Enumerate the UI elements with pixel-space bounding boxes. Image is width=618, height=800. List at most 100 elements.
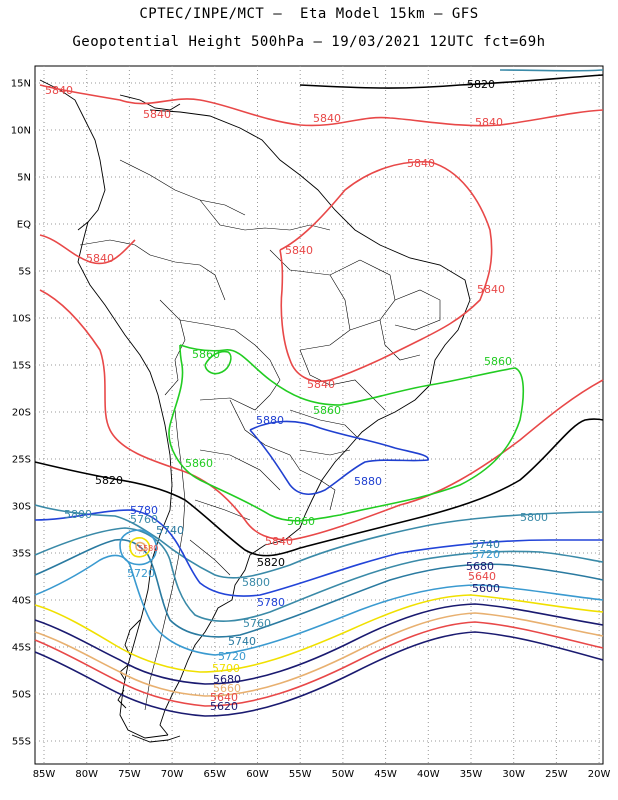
- label-5760-a: 5760: [130, 513, 158, 526]
- label-5840-e: 5840: [407, 157, 435, 170]
- label-5780-b: 5780: [257, 596, 285, 609]
- contour-5880: [249, 420, 429, 495]
- label-5800-b: 5800: [520, 511, 548, 524]
- longitude-axis: 85W 80W 75W 70W 65W 60W 55W 50W 45W 40W 35W 30W 25W 2…: [33, 769, 611, 780]
- label-5860-e: 5860: [287, 515, 315, 528]
- lat-tick-label: 15N: [11, 79, 31, 90]
- contour-5620: [34, 631, 604, 717]
- label-5840-i: 5840: [307, 378, 335, 391]
- label-5840-f: 5840: [285, 244, 313, 257]
- lat-tick-label: 40S: [12, 596, 31, 607]
- label-5720-a: 5720: [127, 567, 155, 580]
- contour-5680: [34, 603, 604, 685]
- lon-tick-label: 75W: [118, 769, 141, 780]
- label-5880-a: 5880: [256, 414, 284, 427]
- lat-tick-label: 45S: [12, 643, 31, 654]
- low-center-5700: [129, 537, 151, 558]
- latitude-axis: 15N 10N 5N EQ 5S 10S 15S 20S 25S 30S 35S 40S 45S 50S 5…: [11, 79, 31, 748]
- border-uruguay-brazil: [299, 469, 336, 511]
- border-ecuador-peru: [79, 239, 151, 256]
- central-america-coast-north: [119, 94, 181, 111]
- map-title-line-2: Geopotential Height 500hPa – 19/03/2021 …: [72, 34, 546, 50]
- label-5740-b: 5740: [472, 538, 500, 551]
- lat-tick-label: 20S: [12, 408, 31, 419]
- label-5680-b: 5680: [213, 673, 241, 686]
- lon-tick-label: 25W: [545, 769, 568, 780]
- lon-tick-label: 40W: [417, 769, 440, 780]
- border-paraguay-argentina: [229, 399, 301, 471]
- label-5680-a: 5680: [466, 560, 494, 573]
- label-5780-a: 5780: [130, 504, 158, 517]
- map-title-line-1: CPTEC/INPE/MCT – Eta Model 15km – GFS: [139, 6, 479, 22]
- border-chile-argentina: [144, 409, 186, 711]
- label-5580-a: 5580: [138, 544, 158, 553]
- lat-tick-label: 25S: [12, 455, 31, 466]
- label-5860-d: 5860: [185, 457, 213, 470]
- border-bolivia-paraguay: [199, 394, 271, 411]
- label-5860-c: 5860: [313, 404, 341, 417]
- caribbean-north-coast: [149, 109, 471, 736]
- contour-5840-inner: [39, 160, 493, 382]
- label-5800-a: 5800: [64, 508, 92, 521]
- label-5820-c: 5820: [257, 556, 285, 569]
- border-colombia-peru-brazil: [149, 254, 226, 301]
- lat-tick-label: 5S: [18, 267, 31, 278]
- brazil-states-3: [289, 409, 361, 456]
- label-5640-a: 5640: [468, 570, 496, 583]
- contour-labels: 5840 5840 5840 5840 5820 5840 5840 5840 …: [45, 78, 548, 713]
- lat-tick-label: 55S: [12, 737, 31, 748]
- border-bolivia-brazil: [179, 319, 281, 396]
- pacific-coast: [77, 221, 173, 739]
- contour-5820-north: [299, 74, 604, 89]
- contour-5760: [34, 527, 604, 622]
- label-5840-h: 5840: [477, 283, 505, 296]
- label-5840-a: 5840: [45, 84, 73, 97]
- lon-tick-label: 80W: [75, 769, 98, 780]
- label-5760-b: 5760: [243, 617, 271, 630]
- label-5720-c: 5720: [218, 650, 246, 663]
- label-5820-a: 5820: [467, 78, 495, 91]
- contour-5700-yellow: [34, 594, 604, 673]
- lon-tick-label: 50W: [332, 769, 355, 780]
- lat-tick-label: 50S: [12, 690, 31, 701]
- contour-5860-small: [204, 350, 232, 375]
- contour-lines: [34, 69, 604, 717]
- contour-5720: [34, 554, 604, 656]
- border-venezuela-brazil: [199, 199, 331, 231]
- contour-5640: [34, 621, 604, 707]
- contour-5820-south: [34, 418, 604, 557]
- label-5640-b: 5640: [210, 691, 238, 704]
- lat-tick-label: 30S: [12, 502, 31, 513]
- label-5620-a: 5620: [210, 700, 238, 713]
- contour-5800: [34, 504, 604, 579]
- label-5660-a: 5660: [213, 682, 241, 695]
- border-colombia-venezuela: [119, 159, 246, 216]
- lon-tick-label: 45W: [374, 769, 397, 780]
- lat-tick-label: 35S: [12, 549, 31, 560]
- lon-tick-label: 70W: [161, 769, 184, 780]
- coastlines: [39, 79, 471, 743]
- lat-tick-label: 10N: [11, 126, 31, 137]
- label-5600-a: 5600: [472, 582, 500, 595]
- contour-5660-orange: [34, 612, 604, 697]
- lat-tick-label: 5N: [17, 173, 31, 184]
- label-5860-b: 5860: [484, 355, 512, 368]
- contour-5860: [168, 344, 525, 522]
- label-5880-b: 5880: [354, 475, 382, 488]
- label-5840-g: 5840: [86, 252, 114, 265]
- contour-5840-south: [39, 289, 604, 541]
- contour-5840-north: [39, 84, 604, 127]
- lon-tick-label: 55W: [289, 769, 312, 780]
- lat-tick-label: EQ: [17, 220, 31, 231]
- lon-tick-label: 60W: [246, 769, 269, 780]
- lon-tick-label: 35W: [460, 769, 483, 780]
- lon-tick-label: 30W: [502, 769, 525, 780]
- lon-tick-label: 65W: [203, 769, 226, 780]
- lat-tick-label: 15S: [12, 361, 31, 372]
- label-5740-c: 5740: [228, 635, 256, 648]
- label-5840-j: 5840: [265, 535, 293, 548]
- label-5840-b: 5840: [143, 108, 171, 121]
- tierra-del-fuego: [131, 734, 181, 743]
- lat-tick-label: 10S: [12, 314, 31, 325]
